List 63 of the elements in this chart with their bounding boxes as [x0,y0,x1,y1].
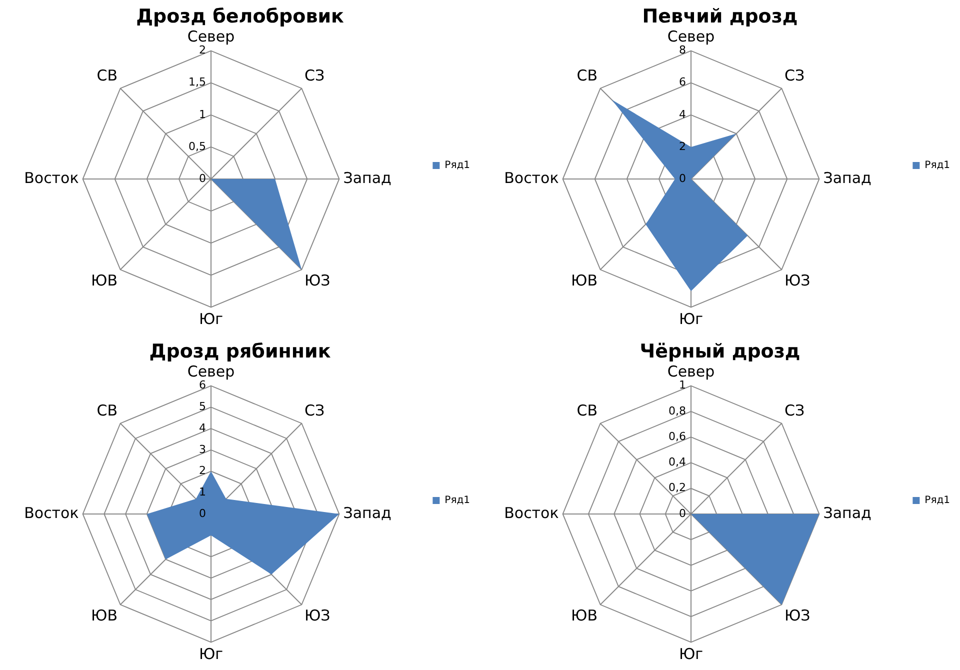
y-tick-label: 8 [679,44,686,57]
chart-title: Дрозд белобровик [136,5,344,28]
y-tick-label: 5 [199,400,206,414]
chart-title: Певчий дрозд [642,5,798,28]
spoke-label: ЮЗ [784,606,810,624]
spoke-label: СЗ [304,401,325,420]
y-tick-label: 0 [679,172,686,185]
spoke-label: Юг [198,310,224,328]
spoke-label: Юг [198,645,224,664]
spoke-label: ЮВ [571,271,598,290]
y-tick-label: 1 [679,378,686,392]
spoke-label: Юг [678,645,704,664]
spoke-label: Север [187,362,235,381]
spoke-label: Восток [24,168,79,187]
y-tick-label: 0 [679,506,686,520]
spoke-label: СВ [576,401,598,420]
y-tick-label: 2 [199,464,206,478]
spoke-label: Запад [823,504,872,522]
y-tick-label: 1,5 [188,76,206,89]
spoke-label: Запад [343,504,392,522]
spoke-label: СЗ [784,66,805,84]
spoke-label: Восток [504,168,559,187]
y-tick-label: 3 [199,442,206,456]
legend-label: Ряд1 [924,495,950,506]
spoke-label: ЮЗ [304,606,330,624]
spoke-label: Север [667,28,715,46]
y-tick-label: 4 [199,421,206,434]
spoke-label: Север [667,362,715,381]
y-tick-label: 0,5 [188,140,206,153]
y-tick-label: 0,6 [668,430,686,443]
spoke-label: Север [187,28,235,46]
y-tick-label: 0 [199,172,206,185]
spoke-label: ЮЗ [784,271,810,290]
y-tick-label: 1 [199,108,206,121]
y-tick-label: 0,8 [668,404,686,418]
y-tick-label: 1 [199,485,206,498]
spoke-label: ЮЗ [304,271,330,290]
y-tick-label: 0,4 [668,456,686,469]
y-tick-label: 0 [199,506,206,520]
y-tick-label: 0,2 [668,481,686,494]
legend-label: Ряд1 [924,160,950,172]
spoke-label: СЗ [304,66,325,84]
spoke-label: Восток [24,504,79,522]
spoke-label: СЗ [784,401,805,420]
y-tick-label: 2 [199,44,206,57]
spoke-label: ЮВ [91,271,118,290]
spoke-label: Запад [823,168,872,187]
spoke-label: ЮВ [91,606,118,624]
y-tick-label: 6 [199,378,206,392]
legend-label: Ряд1 [444,160,470,172]
spoke-label: СВ [576,66,598,84]
spoke-label: Юг [678,310,704,328]
y-tick-label: 4 [679,108,686,121]
legend-label: Ряд1 [444,495,470,506]
chart-title: Дрозд рябинник [149,340,331,362]
spoke-label: СВ [96,401,118,420]
chart-title: Чёрный дрозд [640,340,800,362]
spoke-label: Запад [343,168,392,187]
spoke-label: ЮВ [571,606,598,624]
y-tick-label: 6 [679,76,686,89]
spoke-label: СВ [96,66,118,84]
y-tick-label: 2 [679,140,686,153]
spoke-label: Восток [504,504,559,522]
